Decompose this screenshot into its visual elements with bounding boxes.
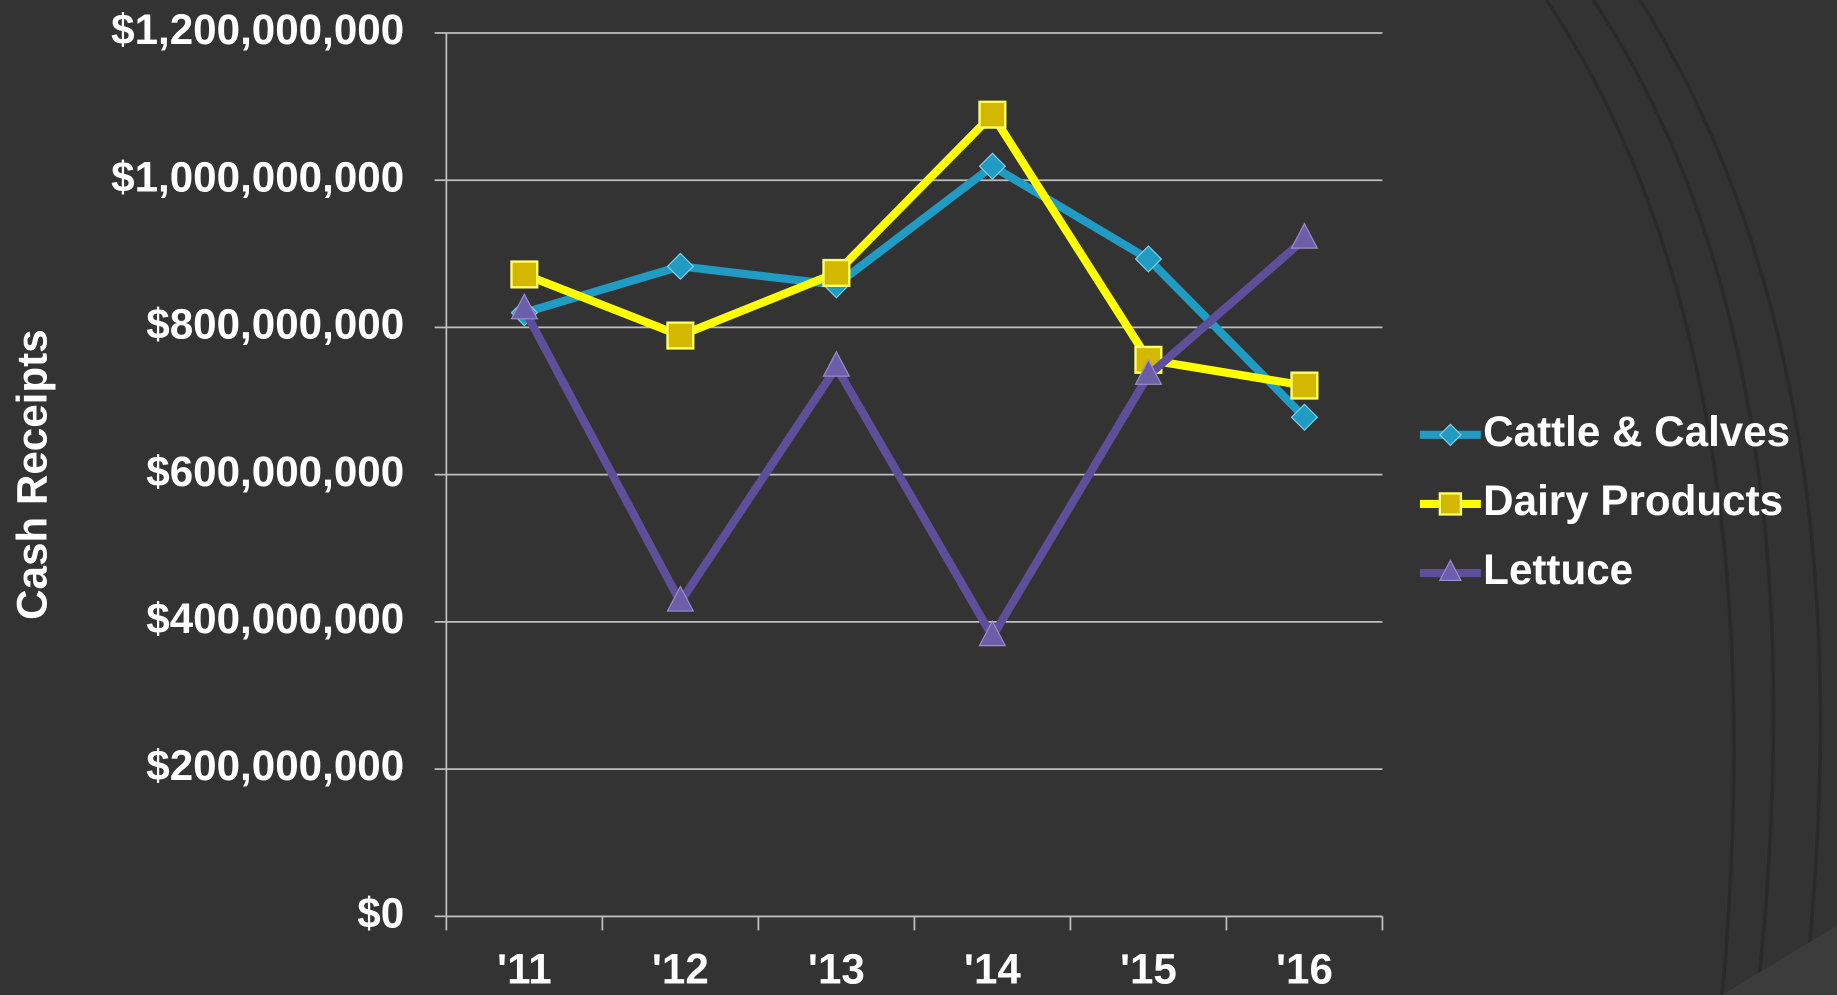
y-tick-label: $600,000,000 — [146, 448, 404, 495]
marker — [1290, 222, 1319, 249]
marker — [1290, 403, 1319, 431]
marker — [978, 619, 1007, 647]
series-line — [522, 110, 1306, 390]
marker — [666, 252, 695, 281]
marker — [1134, 358, 1163, 385]
y-tick-label: $200,000,000 — [146, 742, 404, 789]
marker — [666, 585, 695, 612]
y-tick-label: $400,000,000 — [146, 595, 404, 642]
marker — [1438, 559, 1462, 582]
marker — [1134, 245, 1163, 273]
marker — [978, 152, 1007, 180]
marker — [978, 100, 1007, 129]
x-tick-label: '16 — [1276, 946, 1333, 993]
marker — [1290, 371, 1319, 400]
marker — [510, 293, 539, 320]
marker — [1438, 492, 1463, 516]
x-tick-label: '11 — [497, 946, 552, 993]
y-tick-label: $0 — [357, 889, 404, 936]
legend-label: Lettuce — [1483, 546, 1633, 593]
series-line — [523, 162, 1308, 421]
marker — [822, 350, 851, 377]
legend-label: Cattle & Calves — [1483, 408, 1790, 455]
y-tick-label: $1,000,000,000 — [111, 153, 404, 200]
y-axis-title: Cash Receipts — [8, 329, 55, 620]
series-line — [520, 236, 1308, 641]
x-tick-label: '14 — [964, 946, 1021, 993]
legend-label: Dairy Products — [1483, 477, 1783, 524]
marker — [666, 321, 695, 350]
x-tick-label: '15 — [1120, 946, 1177, 993]
y-tick-label: $800,000,000 — [146, 301, 404, 348]
corner-decoration — [1722, 925, 1837, 995]
background-decoration — [1544, 0, 1823, 995]
y-tick-label: $1,200,000,000 — [111, 6, 404, 53]
x-tick-label: '13 — [808, 946, 865, 993]
marker — [510, 260, 539, 289]
marker — [1439, 423, 1462, 447]
x-tick-label: '12 — [652, 946, 709, 993]
marker — [822, 258, 851, 288]
